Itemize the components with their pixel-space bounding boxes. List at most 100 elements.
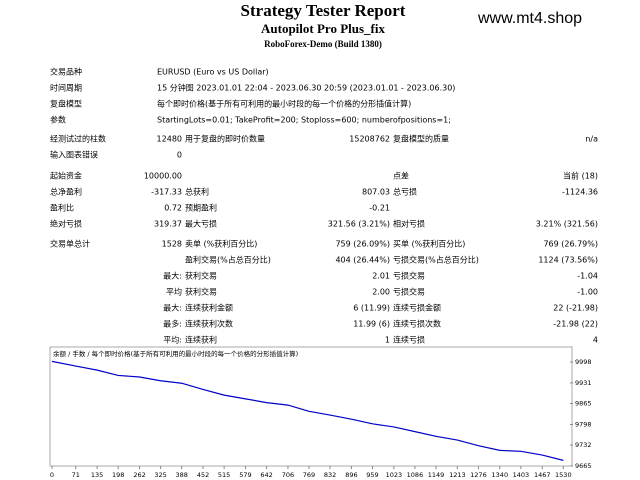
stat-label: 用于复盘的即时价数量: [185, 134, 265, 144]
stat-label: 获利交易: [185, 287, 217, 297]
report-server: RoboForex-Demo (Build 1380): [264, 39, 382, 49]
stat-label: 盈利比: [50, 203, 74, 213]
stat-label: 连续获利次数: [185, 319, 233, 329]
x-tick-label: 1467: [534, 471, 551, 479]
stat-label: 相对亏损: [393, 219, 425, 229]
stat-label: 连续亏损: [393, 335, 425, 345]
info-value: StartingLots=0.01; TakeProfit=200; Stopl…: [157, 116, 451, 125]
stat-value: 769 (26.79%): [543, 240, 598, 249]
chart-frame: [49, 346, 573, 467]
info-value: 每个即时价格(基于所有可利用的最小时段的每一个价格的分形插值计算): [157, 99, 411, 109]
x-tick-label: 388: [175, 471, 187, 479]
stat-value: 平均: [166, 287, 182, 297]
stat-label: 预期盈利: [185, 203, 217, 213]
x-tick-label: 1403: [513, 471, 530, 479]
stat-value: 1: [385, 336, 390, 345]
stat-label: 最大亏损: [185, 219, 217, 229]
stat-label: 点差: [393, 171, 409, 181]
x-tick-label: 959: [366, 471, 378, 479]
x-tick-label: 198: [112, 471, 124, 479]
info-label: 时间周期: [50, 83, 82, 93]
stat-value: 3.21% (321.56): [536, 220, 598, 229]
stat-label: 盈利交易(%占总百分比): [185, 255, 271, 265]
stat-value: 1124 (73.56%): [538, 256, 598, 265]
stat-value: 平均:: [163, 335, 182, 345]
x-tick-label: 0: [50, 471, 54, 479]
x-tick-label: 325: [154, 471, 166, 479]
stat-value: 当前 (18): [563, 171, 598, 181]
stat-value: 11.99 (6): [353, 320, 390, 329]
y-tick-label: 9865: [575, 400, 592, 408]
chart-caption: 余额 / 手数 / 每个即时价格(基于所有可利用的最小时段的每一个价格的分形插值…: [53, 349, 298, 358]
stat-label: 总获利: [185, 187, 209, 197]
stat-value: 404 (26.44%): [335, 256, 390, 265]
stat-label: 亏损交易: [393, 287, 425, 297]
x-tick-label: 515: [218, 471, 230, 479]
x-tick-label: 1340: [492, 471, 509, 479]
stat-value: 0.72: [164, 204, 182, 213]
stat-value: 22 (-21.98): [553, 304, 598, 313]
balance-line: [51, 360, 564, 461]
x-tick-label: 832: [324, 471, 336, 479]
x-tick-label: 1530: [555, 471, 572, 479]
stat-label: 亏损交易(%占总百分比): [393, 255, 479, 265]
stat-value: 15208762: [349, 135, 390, 144]
stat-label: 亏损交易: [393, 271, 425, 281]
stat-label: 经测试过的柱数: [50, 134, 106, 144]
x-tick-label: 135: [91, 471, 103, 479]
y-tick-label: 9665: [575, 462, 592, 470]
x-tick-label: 896: [345, 471, 357, 479]
stat-value: 12480: [157, 135, 182, 144]
stat-value: 2.00: [372, 288, 390, 297]
stat-label: 买单 (%获利百分比): [393, 239, 465, 249]
report-title: Strategy Tester Report: [241, 1, 406, 20]
y-tick-label: 9931: [575, 379, 592, 387]
stat-label: 总净盈利: [50, 187, 82, 197]
x-tick-label: 1023: [386, 471, 403, 479]
x-tick-label: 452: [197, 471, 209, 479]
x-tick-label: 71: [72, 471, 80, 479]
x-tick-label: 579: [239, 471, 251, 479]
x-tick-label: 1213: [449, 471, 466, 479]
stat-label: 卖单 (%获利百分比): [185, 239, 257, 249]
y-tick-label: 9998: [575, 358, 592, 366]
stat-label: 起始资金: [50, 171, 82, 181]
report-subtitle: Autopilot Pro Plus_fix: [261, 21, 385, 36]
stat-value: 最大:: [163, 271, 182, 281]
stat-value: -1.00: [577, 288, 598, 297]
x-tick-label: 642: [260, 471, 272, 479]
x-tick-label: 706: [282, 471, 294, 479]
stat-value: 2.01: [372, 272, 390, 281]
stat-label: 总亏损: [393, 187, 417, 197]
stat-value: n/a: [585, 135, 598, 144]
stat-label: 绝对亏损: [50, 219, 82, 229]
info-value: 15 分钟图 2023.01.01 22:04 - 2023.06.30 20:…: [157, 83, 455, 93]
stat-value: -1.04: [577, 272, 598, 281]
stat-value: 807.03: [362, 188, 390, 197]
stat-value: -0.21: [369, 204, 390, 213]
stat-value: 10000.00: [144, 172, 182, 181]
stat-label: 连续亏损金额: [393, 303, 441, 313]
stat-value: -21.98 (22): [553, 320, 598, 329]
stat-value: 321.56 (3.21%): [328, 220, 390, 229]
stat-label: 连续获利: [185, 335, 217, 345]
x-tick-label: 1276: [470, 471, 487, 479]
x-tick-label: 1086: [407, 471, 424, 479]
stat-value: -317.33: [151, 188, 182, 197]
stat-value: 759 (26.09%): [335, 240, 390, 249]
stat-label: 交易单总计: [50, 239, 90, 249]
stat-value: 最多:: [163, 319, 182, 329]
info-label: 复盘模型: [50, 99, 82, 109]
stat-value: 1528: [162, 240, 182, 249]
y-tick-label: 9732: [575, 441, 592, 449]
stat-value: 6 (11.99): [353, 304, 390, 313]
info-label: 参数: [50, 115, 66, 125]
x-tick-label: 262: [133, 471, 145, 479]
stat-label: 连续亏损次数: [393, 319, 441, 329]
stat-value: 最大:: [163, 303, 182, 313]
watermark: www.mt4.shop: [477, 10, 582, 27]
stat-label: 输入图表错误: [50, 150, 98, 160]
x-tick-label: 1149: [428, 471, 445, 479]
x-tick-label: 769: [303, 471, 315, 479]
